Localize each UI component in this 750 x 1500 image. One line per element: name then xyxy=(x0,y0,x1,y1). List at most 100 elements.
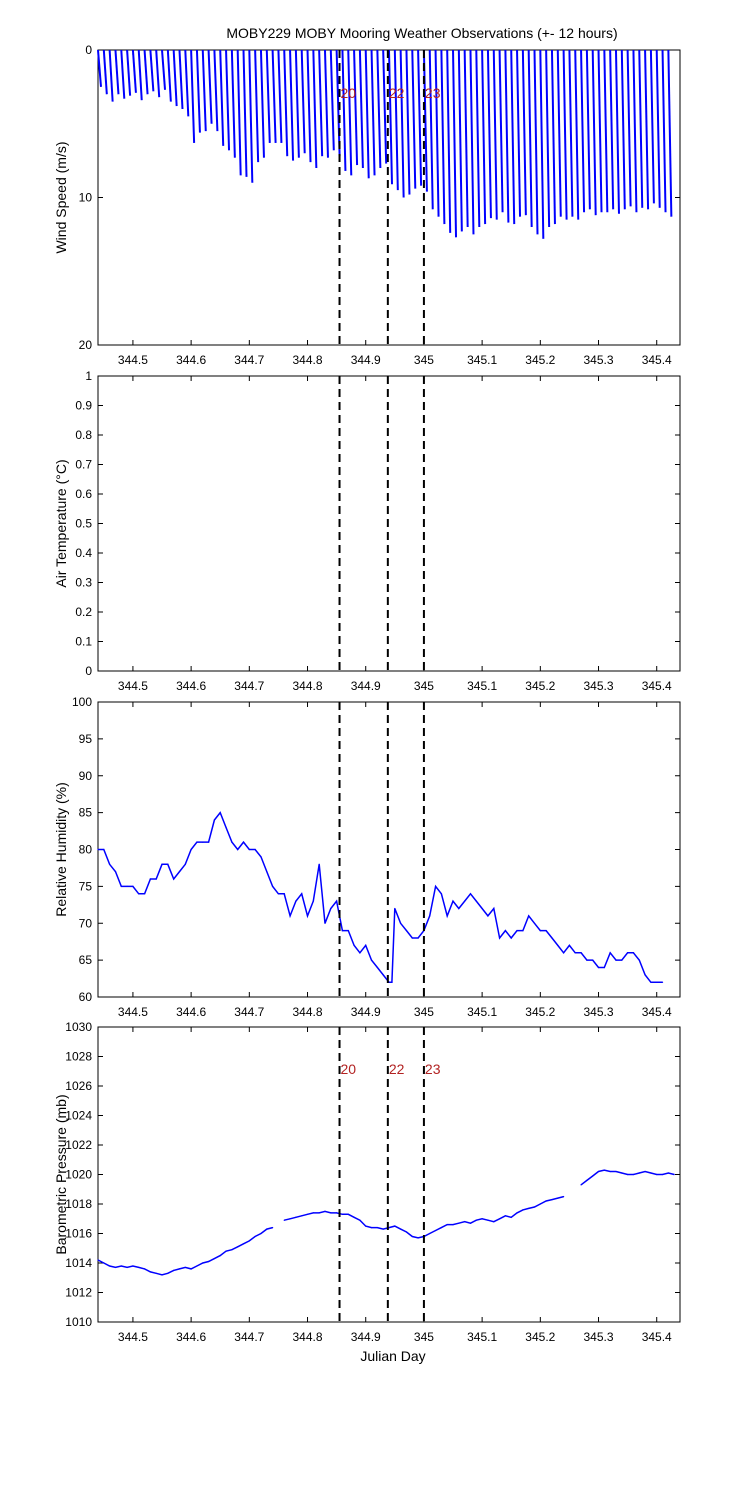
wind-barb xyxy=(120,49,126,99)
wind-barb xyxy=(283,49,289,157)
data-point xyxy=(458,1222,460,1224)
wind-barb xyxy=(376,49,382,169)
data-point xyxy=(277,893,280,895)
data-point xyxy=(254,848,256,851)
x-tick-label: 344.9 xyxy=(351,1005,381,1019)
x-tick-label: 344.5 xyxy=(118,1005,148,1019)
data-point xyxy=(533,922,536,924)
data-point xyxy=(382,1228,384,1230)
data-point xyxy=(306,1213,309,1215)
y-tick-label: 1010 xyxy=(65,1315,92,1329)
data-point xyxy=(481,907,483,910)
data-point xyxy=(667,1172,669,1174)
data-point xyxy=(190,1268,192,1270)
data-point xyxy=(394,907,396,910)
data-point xyxy=(400,1228,402,1230)
data-point xyxy=(411,937,413,939)
wind-barb xyxy=(498,49,504,213)
data-point xyxy=(528,1207,530,1210)
data-point xyxy=(516,930,518,932)
data-point xyxy=(97,1259,99,1261)
data-point xyxy=(114,1266,117,1269)
wind-barb xyxy=(201,49,207,132)
wind-barb xyxy=(667,49,673,217)
data-point xyxy=(149,1271,151,1273)
data-point xyxy=(184,1266,186,1269)
data-point xyxy=(207,841,210,843)
data-point xyxy=(568,944,571,946)
data-point xyxy=(103,848,105,851)
wind-barb xyxy=(294,49,300,158)
data-point xyxy=(539,1203,541,1205)
data-point xyxy=(365,944,367,946)
wind-barb xyxy=(597,49,603,213)
wind-barb xyxy=(230,49,236,158)
wind-barb xyxy=(318,49,324,157)
wind-barb xyxy=(486,49,492,219)
data-point xyxy=(120,885,122,887)
marker-label: 23 xyxy=(425,1061,441,1077)
wind-barb xyxy=(265,49,271,143)
wind-barb xyxy=(580,49,586,213)
y-tick-label: 0.1 xyxy=(75,635,92,649)
data-point xyxy=(353,1216,355,1218)
x-tick-label: 345 xyxy=(414,1005,434,1019)
data-point xyxy=(213,819,215,821)
wind-barb xyxy=(469,49,475,235)
data-point xyxy=(603,966,605,969)
data-point xyxy=(638,1172,640,1174)
data-point xyxy=(196,1265,198,1267)
data-point xyxy=(580,952,582,954)
wind-barb xyxy=(545,49,551,228)
y-tick-label: 80 xyxy=(79,843,93,857)
wind-barb xyxy=(428,49,434,210)
panel-wind: 0 10 20 344.5 344.6 344.7 344.8 344.9 345 345.1 34… xyxy=(53,43,681,367)
data-point xyxy=(196,841,198,843)
data-point xyxy=(272,1227,274,1229)
data-point xyxy=(231,841,233,843)
data-point xyxy=(289,915,291,917)
data-point xyxy=(260,856,262,858)
wind-barb xyxy=(195,49,201,133)
data-point xyxy=(376,966,378,969)
data-point xyxy=(254,1235,256,1238)
wind-barb xyxy=(190,49,196,143)
x-tick-label: 345.1 xyxy=(467,353,497,367)
data-point xyxy=(138,893,140,895)
wind-barb xyxy=(388,49,393,185)
series-line xyxy=(97,1169,675,1276)
panel-barometric-pressure: 1010 1012 1014 1016 1018 1020 1022 1024 1026 1028… xyxy=(53,1020,681,1344)
wind-barb xyxy=(405,49,411,195)
y-tick-label: 0 xyxy=(85,664,92,678)
data-point xyxy=(178,1268,181,1270)
wind-barb xyxy=(632,49,638,213)
data-point xyxy=(370,959,373,961)
wind-barb xyxy=(521,49,527,216)
wind-barb xyxy=(102,49,108,95)
data-point xyxy=(330,1212,332,1214)
data-point xyxy=(434,1229,437,1232)
wind-barb xyxy=(539,49,545,239)
y-tick-label: 0.9 xyxy=(75,399,92,413)
wind-barb xyxy=(166,49,172,102)
data-point xyxy=(498,1218,501,1220)
y-tick-label: 60 xyxy=(79,990,93,1004)
data-point xyxy=(225,826,227,828)
data-point xyxy=(650,1172,652,1174)
x-tick-label: 345 xyxy=(414,1330,434,1344)
wind-barb xyxy=(329,49,335,151)
wind-barb xyxy=(236,49,242,176)
data-point xyxy=(225,1250,227,1252)
wind-barb xyxy=(649,49,655,204)
data-point xyxy=(295,1216,297,1218)
data-point xyxy=(97,848,99,851)
data-point xyxy=(109,1265,111,1267)
data-point xyxy=(353,944,355,946)
data-point xyxy=(301,1215,303,1217)
wind-barb xyxy=(399,49,405,198)
wind-barb xyxy=(446,49,452,233)
wind-barb xyxy=(527,49,533,228)
data-point xyxy=(132,885,134,887)
data-point xyxy=(627,1173,629,1176)
